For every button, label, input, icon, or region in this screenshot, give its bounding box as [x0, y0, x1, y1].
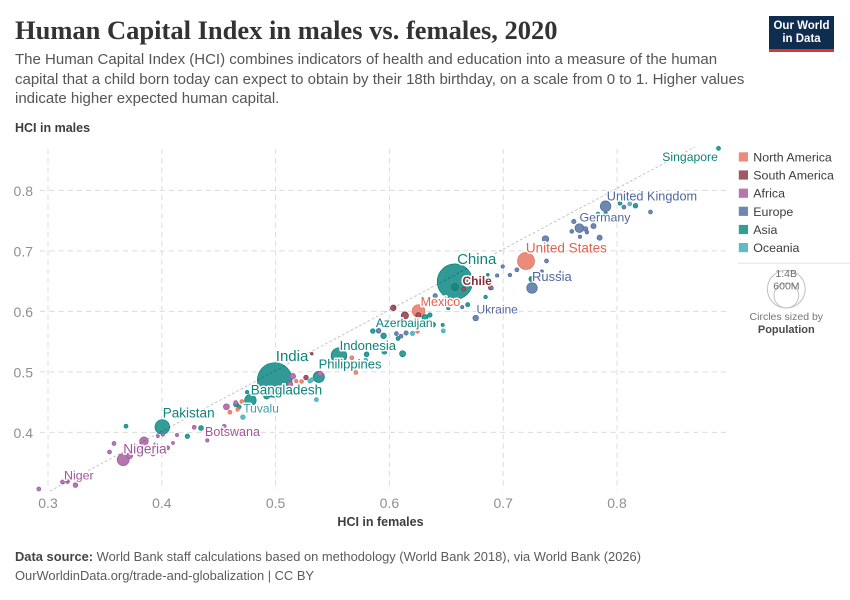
svg-text:Europe: Europe	[753, 205, 793, 219]
svg-text:Niger: Niger	[64, 468, 94, 482]
svg-text:Russia: Russia	[532, 269, 573, 284]
svg-text:0.8: 0.8	[607, 495, 627, 511]
svg-text:Germany: Germany	[580, 210, 632, 224]
svg-text:0.5: 0.5	[266, 495, 286, 511]
svg-text:0.7: 0.7	[493, 495, 513, 511]
svg-text:Nigeria: Nigeria	[123, 441, 167, 456]
svg-text:HCI in females: HCI in females	[337, 515, 423, 529]
svg-text:1:4B: 1:4B	[775, 268, 797, 280]
svg-text:Africa: Africa	[753, 187, 785, 201]
svg-text:0.4: 0.4	[14, 425, 34, 441]
svg-text:United Kingdom: United Kingdom	[607, 190, 697, 204]
svg-text:600M: 600M	[773, 280, 799, 292]
svg-text:United States: United States	[526, 241, 607, 256]
svg-text:0.6: 0.6	[380, 495, 400, 511]
svg-text:Pakistan: Pakistan	[163, 406, 215, 421]
svg-text:Chile: Chile	[463, 274, 493, 288]
svg-text:0.3: 0.3	[38, 495, 58, 511]
svg-text:Asia: Asia	[753, 223, 777, 237]
svg-text:0.7: 0.7	[14, 244, 34, 260]
svg-text:Botswana: Botswana	[205, 425, 260, 439]
svg-text:Mexico: Mexico	[421, 295, 461, 309]
svg-text:Tuvalu: Tuvalu	[243, 402, 279, 416]
svg-text:Bangladesh: Bangladesh	[251, 383, 322, 398]
svg-text:Singapore: Singapore	[662, 150, 718, 164]
svg-text:Circles sized by: Circles sized by	[750, 311, 824, 323]
svg-text:0.8: 0.8	[14, 183, 34, 199]
svg-text:Oceania: Oceania	[753, 241, 799, 255]
svg-text:North America: North America	[753, 150, 832, 164]
svg-text:Indonesia: Indonesia	[340, 338, 397, 353]
svg-text:Ukraine: Ukraine	[477, 302, 519, 316]
svg-text:India: India	[276, 348, 309, 365]
svg-text:South America: South America	[753, 169, 834, 183]
svg-text:0.5: 0.5	[14, 365, 34, 381]
svg-text:0.4: 0.4	[152, 495, 172, 511]
svg-text:0.6: 0.6	[14, 304, 34, 320]
svg-text:Philippines: Philippines	[319, 356, 382, 371]
svg-text:Azerbaijan: Azerbaijan	[376, 316, 433, 330]
svg-text:Population: Population	[758, 324, 815, 336]
svg-text:China: China	[457, 251, 497, 268]
